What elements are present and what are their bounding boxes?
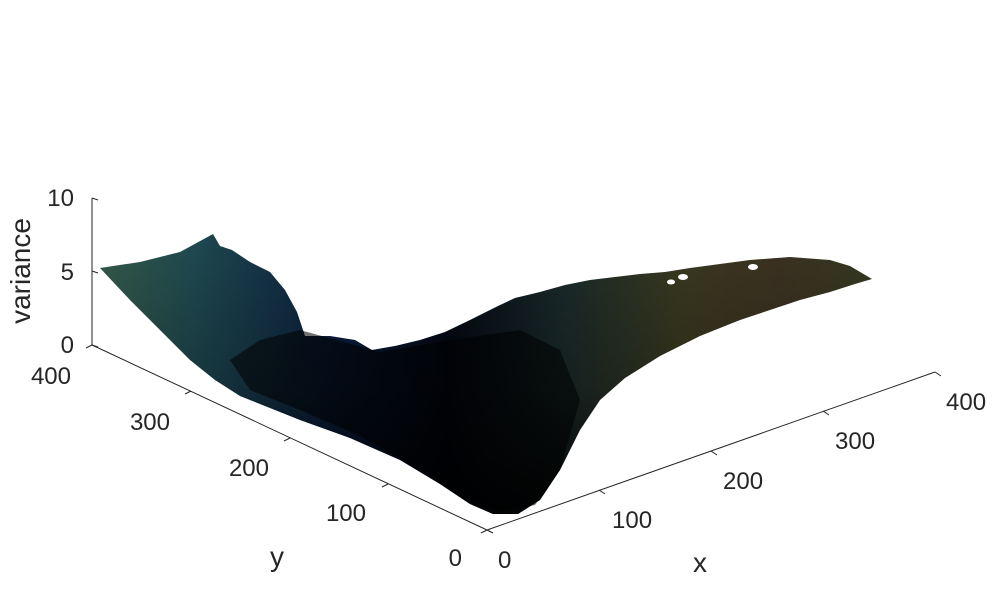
x-tick-label: 0 [498,547,511,574]
y-axis-label: y [270,541,284,572]
y-tick-mark [85,344,93,349]
x-tick-mark [486,529,494,534]
z-tick-mark [91,197,99,201]
z-tick-labels: 10 5 0 [47,185,74,359]
y-tick-label: 300 [130,409,170,436]
z-tick-label: 10 [47,185,74,212]
x-tick-mark [710,450,718,456]
y-tick-mark [381,483,389,488]
y-tick-label: 100 [326,500,366,527]
y-tick-mark [184,390,192,395]
surface-hole [678,274,688,280]
z-axis-label: variance [5,218,36,324]
x-tick-label: 400 [946,389,986,416]
x-tick-marks [486,371,942,534]
y-tick-label: 200 [229,455,269,482]
x-tick-labels: 0 100 200 300 400 [498,389,986,574]
surface-hole [667,279,675,285]
surface-hole [748,264,758,270]
z-tick-marks [91,197,99,348]
y-tick-label: 0 [449,545,462,572]
y-tick-marks [85,344,488,534]
x-tick-label: 200 [723,468,763,495]
z-tick-label: 0 [61,332,74,359]
y-tick-mark [283,437,291,442]
y-tick-labels: 400 300 200 100 0 [31,363,462,572]
y-tick-mark [480,529,488,534]
z-tick-mark [91,270,99,274]
surface [100,234,872,514]
x-tick-mark [598,489,606,495]
z-tick-mark [91,344,99,348]
y-axis-line [91,344,488,531]
surface-valley [230,330,580,512]
x-tick-mark [822,410,830,416]
x-tick-mark [934,371,942,377]
x-tick-label: 300 [835,428,875,455]
z-tick-label: 5 [61,259,74,286]
y-tick-label: 400 [31,363,71,390]
x-tick-label: 100 [612,507,652,534]
x-axis-label: x [693,547,707,578]
